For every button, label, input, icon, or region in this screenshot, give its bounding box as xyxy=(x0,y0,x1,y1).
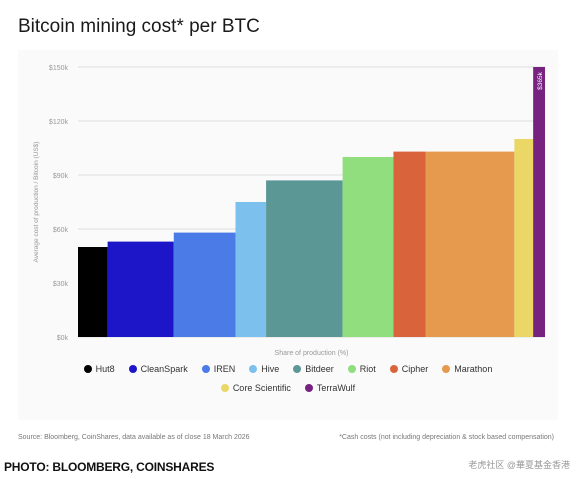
legend-label: IREN xyxy=(213,364,236,374)
legend-swatch xyxy=(128,365,137,373)
watermark: 老虎社区 @華夏基金香港 xyxy=(468,460,570,470)
footnote: *Cash costs (not including depreciation … xyxy=(339,434,554,441)
legend-item: Marathon xyxy=(442,364,492,374)
bar-marathon xyxy=(425,151,515,337)
legend-swatch xyxy=(249,365,258,373)
legend: Hut8 CleanSpark IREN Hive Bitdeer Riot Cipher M… xyxy=(0,364,576,402)
legend-swatch xyxy=(293,365,302,373)
legend-item: Riot xyxy=(347,364,376,374)
legend-item: Core Scientific xyxy=(220,383,291,393)
legend-label: Bitdeer xyxy=(305,364,334,374)
legend-label: Marathon xyxy=(454,364,493,374)
legend-row: Core Scientific TerraWulf xyxy=(0,383,576,393)
legend-item: Hive xyxy=(249,364,279,374)
legend-label: TerraWulf xyxy=(316,383,356,393)
legend-swatch xyxy=(304,384,313,392)
y-axis-label: Average cost of production / Bitcoin (US… xyxy=(33,142,40,263)
bar-cleanspark xyxy=(107,241,174,337)
y-tick-label: $120k xyxy=(49,119,69,126)
photo-credit: PHOTO: BLOOMBERG, COINSHARES xyxy=(4,460,215,474)
legend-swatch xyxy=(442,365,451,373)
y-tick-label: $30k xyxy=(53,281,69,288)
y-tick-label: $60k xyxy=(53,227,69,234)
bar-hive xyxy=(235,202,267,337)
bar-terrawulf xyxy=(533,67,545,337)
x-axis-label: Share of production (%) xyxy=(275,350,349,357)
legend-label: Riot xyxy=(359,364,376,374)
legend-item: Bitdeer xyxy=(293,364,334,374)
bar-cipher xyxy=(393,151,426,337)
legend-swatch xyxy=(83,365,92,373)
legend-item: TerraWulf xyxy=(304,383,356,393)
legend-item: CleanSpark xyxy=(128,364,188,374)
legend-swatch xyxy=(347,365,356,373)
bar-annotation: $365k xyxy=(537,71,544,89)
y-tick-label: $0k xyxy=(57,335,69,342)
legend-item: Cipher xyxy=(389,364,429,374)
bar-riot xyxy=(342,157,394,337)
bar-hut8 xyxy=(78,247,108,337)
y-tick-label: $90k xyxy=(53,173,69,180)
chart-title: Bitcoin mining cost* per BTC xyxy=(18,16,260,37)
legend-swatch xyxy=(389,365,398,373)
legend-row: Hut8 CleanSpark IREN Hive Bitdeer Riot Cipher M… xyxy=(0,364,576,374)
legend-label: Hive xyxy=(261,364,280,374)
y-tick-label: $150k xyxy=(49,65,69,72)
legend-label: Cipher xyxy=(401,364,429,374)
plot-area: $0k $30k $60k $90k $120k $150k Average cost of… xyxy=(18,50,558,420)
legend-item: IREN xyxy=(201,364,236,374)
bar-iren xyxy=(173,232,236,337)
legend-swatch xyxy=(201,365,210,373)
legend-label: CleanSpark xyxy=(140,364,188,374)
legend-swatch xyxy=(220,384,229,392)
bar-bitdeer xyxy=(266,180,343,337)
bar-core-scientific xyxy=(514,139,534,337)
legend-label: Hut8 xyxy=(95,364,115,374)
legend-item: Hut8 xyxy=(83,364,115,374)
bar-chart: $0k $30k $60k $90k $120k $150k Average cost of… xyxy=(33,65,545,357)
source-note: Source: Bloomberg, CoinShares, data avai… xyxy=(18,434,250,441)
legend-label: Core Scientific xyxy=(232,383,291,393)
